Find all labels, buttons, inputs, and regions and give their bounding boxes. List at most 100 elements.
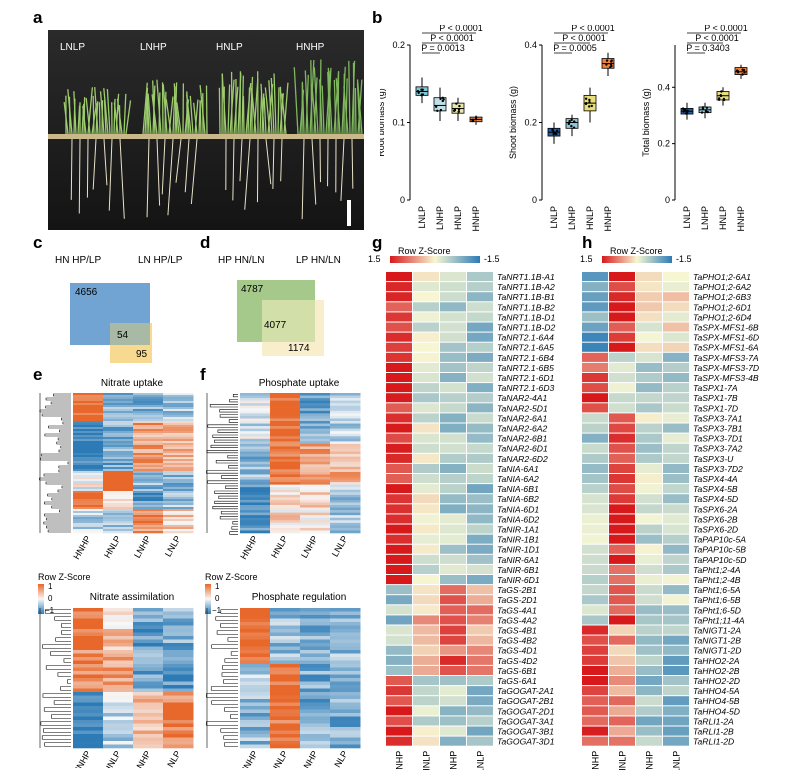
heat-cell <box>467 433 493 443</box>
heat-cell <box>609 605 635 615</box>
heat-cell <box>440 463 466 473</box>
heat-cell <box>133 407 164 410</box>
heat-e-legend-mid: 0 <box>48 594 53 603</box>
heat-cell <box>133 431 164 434</box>
heat-cell <box>163 473 194 476</box>
heat-col-label: LNLP <box>476 751 486 770</box>
heat-cell <box>133 439 164 442</box>
heatmap-h: TaPHO1;2-6A1TaPHO1;2-6A2TaPHO1;2-6B3TaPH… <box>582 272 759 770</box>
heat-f-legend-hi: 1 <box>215 582 220 591</box>
dendrogram-branch <box>45 481 71 485</box>
heat-cell <box>133 499 164 502</box>
heat-cell <box>133 513 164 516</box>
heat-cell <box>133 720 164 724</box>
heat-cell <box>73 419 104 422</box>
heat-cell <box>240 415 271 419</box>
heat-cell <box>300 517 331 521</box>
dendrogram-branch <box>44 609 71 614</box>
dendrogram-branch <box>58 469 71 473</box>
heat-cell <box>582 595 608 605</box>
boxplot-point <box>553 131 557 134</box>
heat-cell <box>330 446 361 450</box>
heat-cell <box>386 585 412 595</box>
heat-cell <box>133 437 164 440</box>
heat-cell <box>330 678 361 682</box>
heat-cell <box>330 671 361 675</box>
heat-cell <box>386 474 412 484</box>
heat-cell <box>300 461 331 465</box>
venn-c-right-title: LN HP/LP <box>138 255 183 266</box>
venn-c-left-title: HN HP/LP <box>55 255 102 266</box>
leaf <box>321 85 325 135</box>
heat-cell <box>386 453 412 463</box>
heat-cell <box>270 451 301 455</box>
gene-label: TaGS-4D2 <box>497 656 538 666</box>
heat-cell <box>163 513 194 516</box>
heat-cell <box>270 456 301 460</box>
heat-cell <box>103 443 134 446</box>
heat-cell <box>330 625 361 630</box>
heat-cell <box>73 499 104 502</box>
heat-cell <box>163 477 194 480</box>
heat-cell <box>300 469 331 473</box>
heat-cell <box>133 467 164 470</box>
dendrogram-branch <box>45 405 71 409</box>
heat-cell <box>73 407 104 410</box>
gene-label: TaSPX-MFS3-7A <box>693 353 759 363</box>
heat-cell <box>663 645 689 655</box>
heat-cell <box>330 720 361 724</box>
leaf <box>264 87 271 135</box>
gene-label: TaNRT1.1B-D1 <box>497 312 555 322</box>
heat-cell <box>73 503 104 506</box>
dendrogram-branch <box>224 707 238 712</box>
heat-cell <box>240 408 271 412</box>
heat-cell <box>103 664 134 668</box>
gene-label: TaNRT2.1-6D1 <box>497 373 555 383</box>
boxplot-point <box>704 109 708 112</box>
heat-cell <box>270 520 301 524</box>
heat-cell <box>163 507 194 510</box>
heat-cell <box>103 699 134 703</box>
dendrogram-branch <box>206 721 238 726</box>
heat-cell <box>663 413 689 423</box>
heat-cell <box>386 433 412 443</box>
heat-cell <box>270 716 301 721</box>
heat-cell <box>636 645 662 655</box>
heat-cell <box>330 441 361 445</box>
heat-cell <box>240 499 271 503</box>
heat-cell <box>133 459 164 462</box>
heat-cell <box>73 445 104 448</box>
heat-cell <box>270 618 301 623</box>
heat-cell <box>582 443 608 453</box>
heat-cell <box>133 457 164 460</box>
heat-cell <box>133 449 164 452</box>
heat-cell <box>240 632 271 637</box>
heat-cell <box>582 484 608 494</box>
heat-cell <box>240 611 271 616</box>
heat-cell <box>163 650 194 654</box>
heat-cell <box>386 282 412 292</box>
heat-cell <box>413 716 439 726</box>
heat-cell <box>73 513 104 516</box>
heat-cell <box>440 706 466 716</box>
heat-cell <box>413 655 439 665</box>
heat-cell <box>636 272 662 282</box>
heat-cell <box>163 515 194 518</box>
boxplot-point <box>584 97 588 100</box>
leaf <box>301 83 305 135</box>
dendrogram-branch <box>230 714 238 719</box>
heat-cell <box>163 419 194 422</box>
dendrogram-branch <box>227 455 238 459</box>
heat-cell <box>330 471 361 475</box>
heat-cell <box>133 489 164 492</box>
root <box>311 138 317 205</box>
leaf <box>113 102 119 135</box>
heat-cell <box>73 457 104 460</box>
heat-cell <box>330 611 361 616</box>
dendrogram-branch <box>45 397 71 401</box>
dendrogram-branch <box>219 409 238 413</box>
heat-cell <box>73 646 104 651</box>
heat-cell <box>270 629 301 633</box>
heat-col-label: LNHP <box>132 534 153 560</box>
dendrogram-branch <box>55 637 71 642</box>
